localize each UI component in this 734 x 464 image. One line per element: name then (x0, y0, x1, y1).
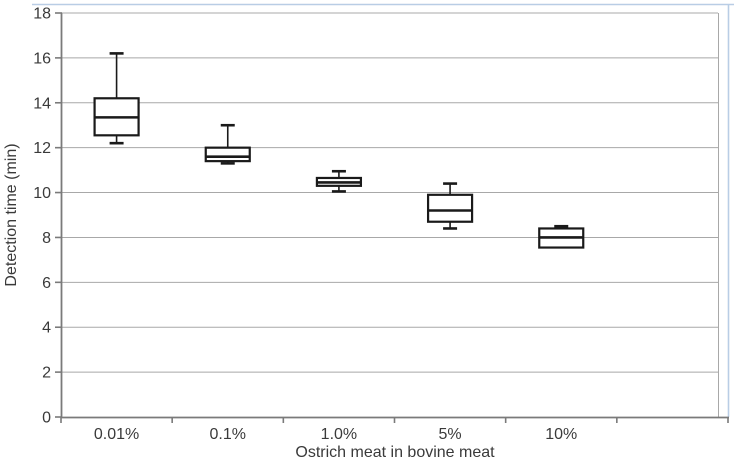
tick-labels: 0 2 4 6 8 10 12 14 16 18 0.01% 0.1% 1.0% 5% 10% (33, 6, 577, 444)
y-tick-label-10: 10 (33, 185, 51, 202)
box-plot-4 (426, 182, 474, 230)
y-tick-label-18: 18 (33, 6, 51, 23)
x-category-label-2: 0.1% (210, 426, 246, 443)
y-tick-label-0: 0 (42, 410, 51, 427)
box-plot-5 (538, 224, 585, 249)
box-plots (93, 52, 585, 249)
box-plot-1 (93, 52, 140, 145)
x-category-label-3: 1.0% (321, 426, 357, 443)
x-axis-title: Ostrich meat in bovine meat (295, 444, 495, 461)
chart-border (32, 3, 734, 417)
x-category-label-4: 5% (439, 426, 462, 443)
box-iqr (204, 146, 251, 163)
box-iqr (426, 193, 474, 223)
y-tick-label-16: 16 (33, 50, 51, 67)
x-category-label-1: 0.01% (94, 426, 139, 443)
y-tick-label-2: 2 (42, 365, 51, 382)
gridlines (61, 12, 719, 417)
axes (55, 12, 729, 423)
y-tick-label-6: 6 (42, 275, 51, 292)
x-category-label-5: 10% (545, 426, 577, 443)
y-tick-label-4: 4 (42, 320, 51, 337)
box-plot-3 (315, 169, 363, 193)
y-tick-label-8: 8 (42, 230, 51, 247)
y-tick-label-14: 14 (33, 95, 51, 112)
box-plot-2 (204, 123, 251, 165)
y-axis-title: Detection time (min) (3, 143, 20, 286)
y-tick-label-12: 12 (33, 140, 51, 157)
